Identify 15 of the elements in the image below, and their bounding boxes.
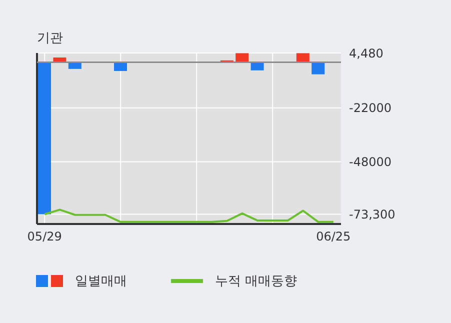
bar: [114, 62, 127, 71]
chart-title: 기관: [37, 30, 63, 47]
bar: [312, 62, 325, 74]
y-tick-label: -48000: [349, 155, 392, 170]
line-series: [44, 208, 334, 223]
x-tick-label: 05/29: [27, 230, 62, 244]
bar: [250, 62, 264, 70]
bar: [38, 62, 51, 214]
x-tick-label: 06/25: [316, 230, 351, 244]
y-tick-label: -73,300: [349, 208, 396, 222]
y-tick-label: 4,480: [349, 46, 384, 60]
y-tick-label: -22000: [349, 101, 392, 116]
legend-label: 누적 매매동향: [215, 273, 298, 290]
bar: [68, 62, 82, 69]
legend-label: 일별매매: [75, 273, 127, 290]
